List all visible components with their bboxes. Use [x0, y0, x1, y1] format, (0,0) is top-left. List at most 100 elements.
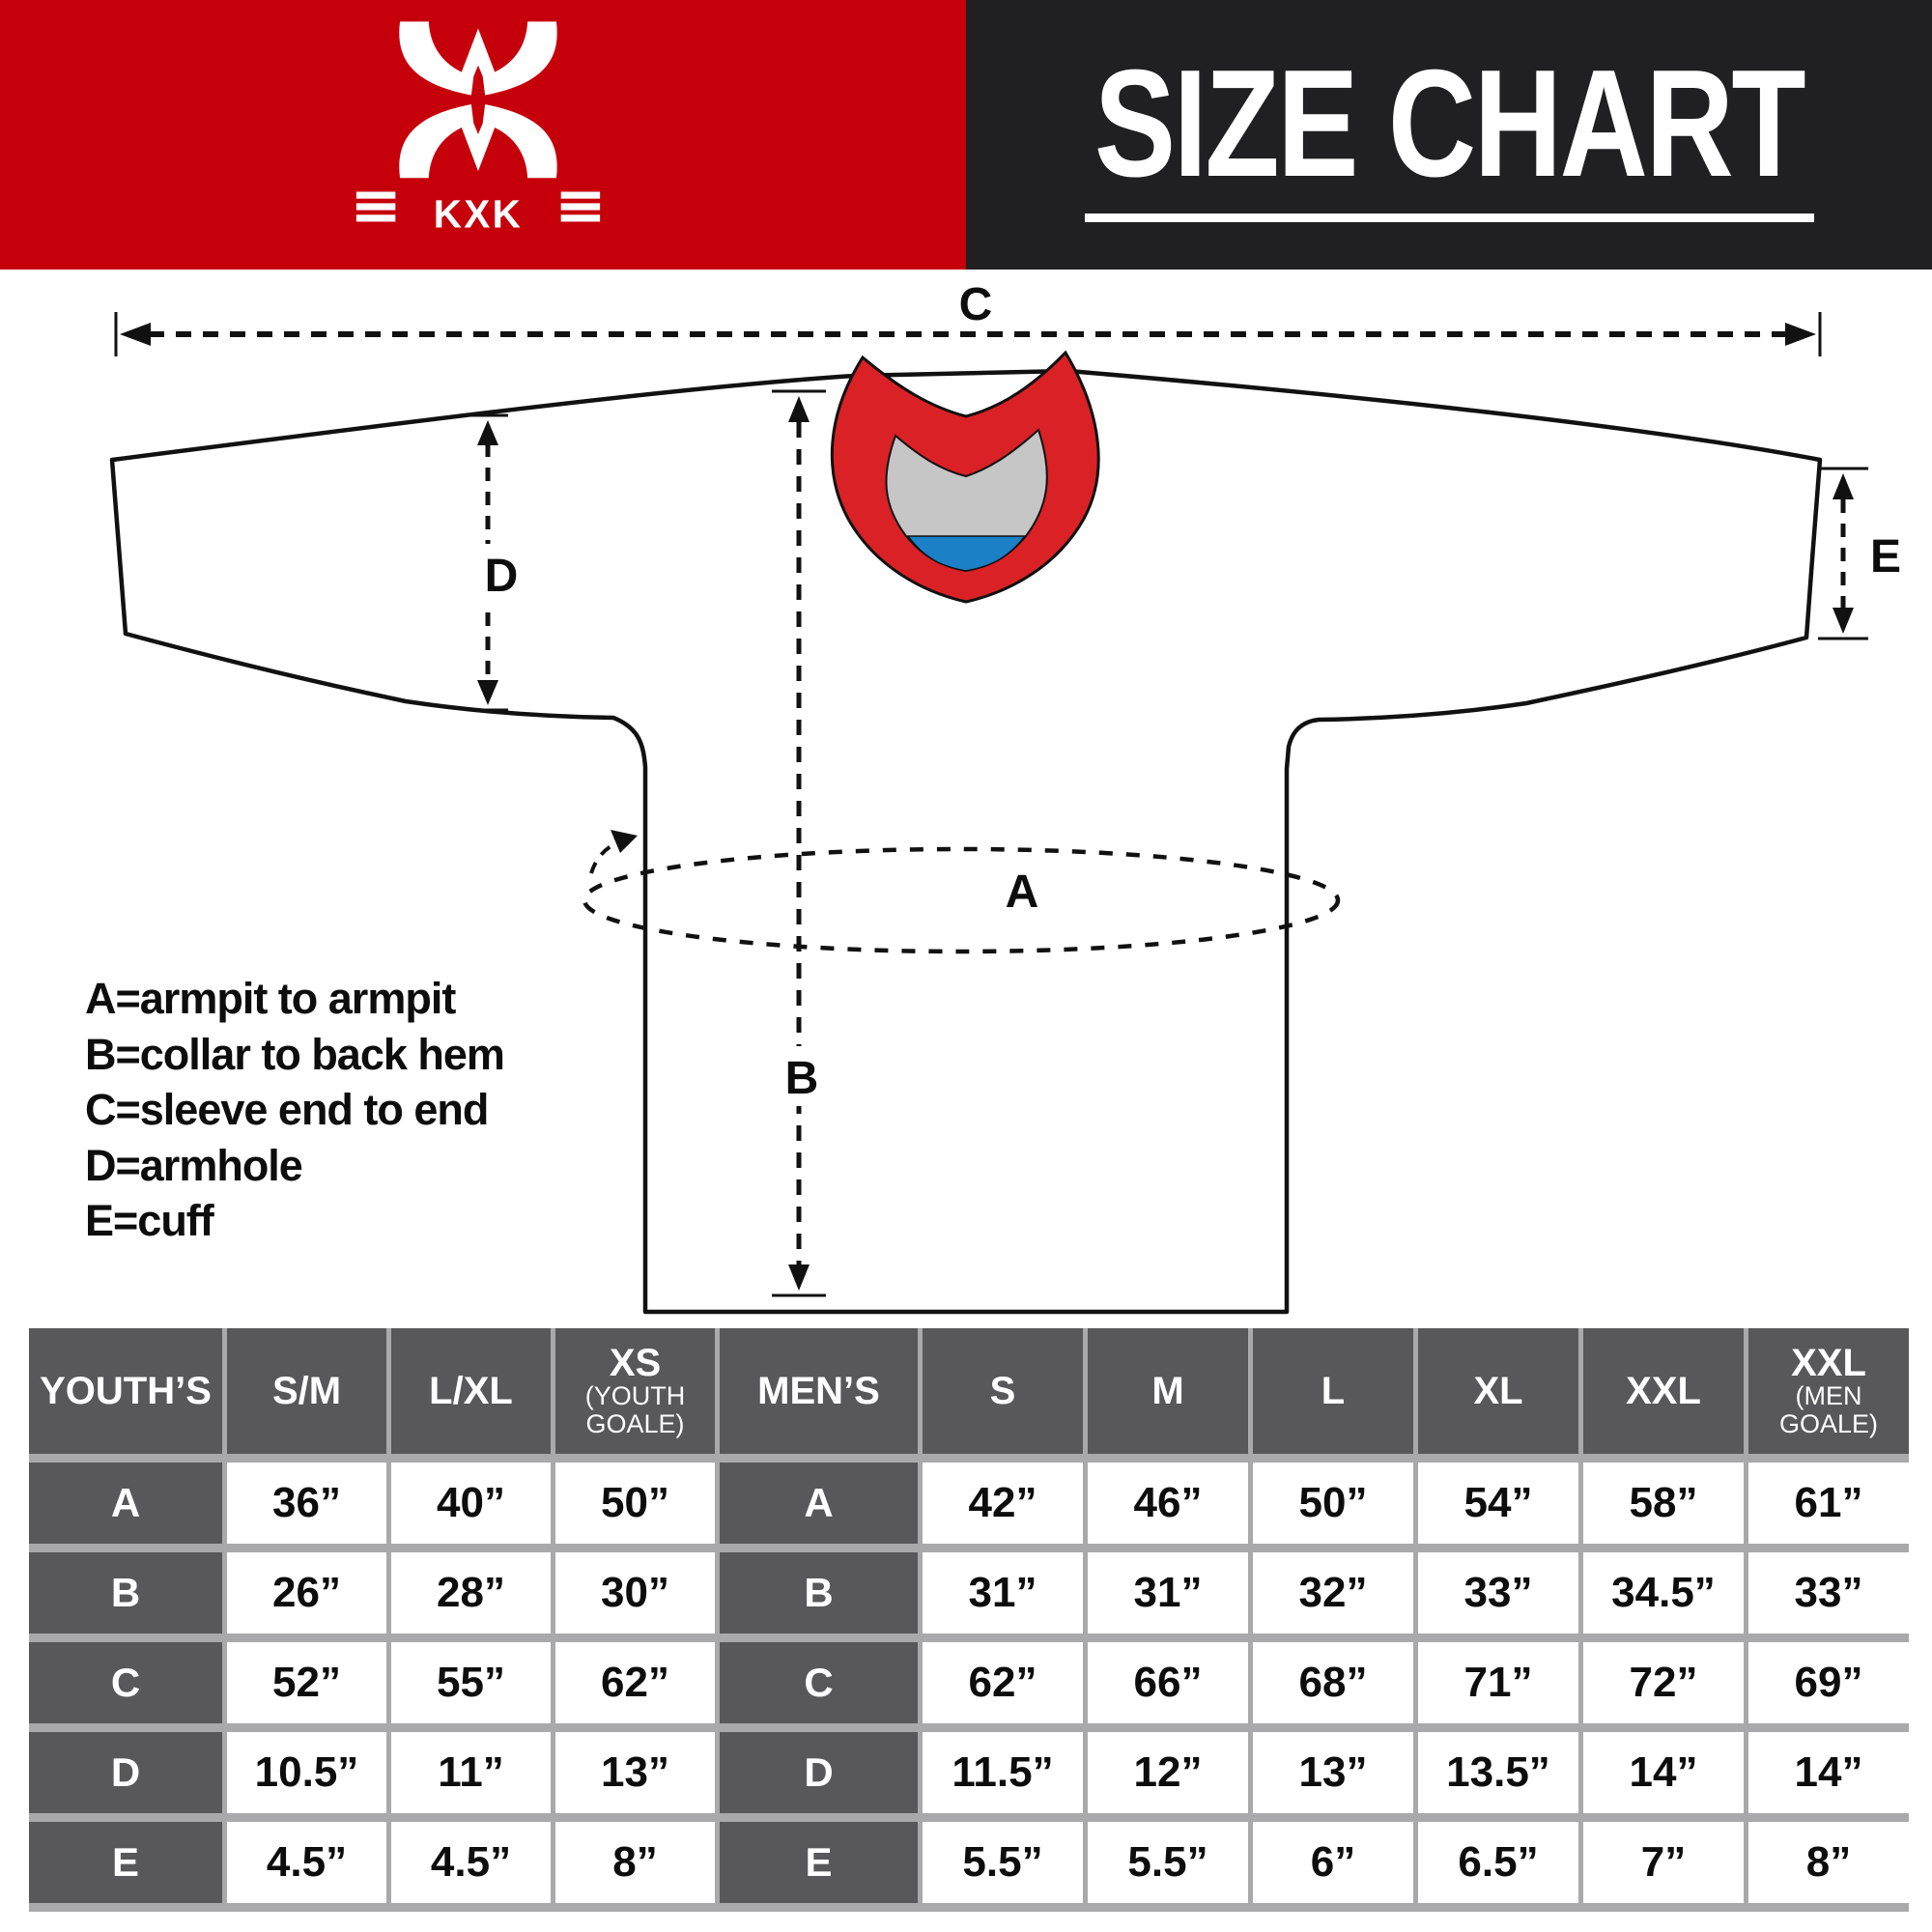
- arrow-E: [1818, 467, 1868, 640]
- size-cell: 52”: [227, 1642, 386, 1723]
- size-cell: 11”: [391, 1732, 551, 1813]
- size-cell: 62”: [923, 1642, 1083, 1723]
- title-underline: [1084, 213, 1814, 222]
- col-header-main: XXL: [1791, 1341, 1866, 1384]
- brand-name: KXK: [434, 191, 524, 236]
- row-label: C: [720, 1642, 918, 1723]
- row-label: B: [720, 1552, 918, 1634]
- col-header: S: [923, 1328, 1083, 1454]
- size-cell: 8”: [1748, 1822, 1909, 1903]
- col-header-sub: (YOUTH GOALE): [584, 1380, 686, 1438]
- size-cell: 4.5”: [227, 1822, 386, 1903]
- col-header: XL: [1418, 1328, 1578, 1454]
- jersey-measurement-diagram: C D B: [0, 270, 1932, 1328]
- size-cell: 36”: [227, 1463, 386, 1544]
- legend-line-e: E=cuff: [85, 1196, 215, 1245]
- label-A-backdrop: [997, 863, 1047, 917]
- label-A: A: [1006, 867, 1039, 918]
- header: KXK SIZE CHART: [0, 0, 1932, 270]
- size-cell: 7”: [1583, 1822, 1744, 1903]
- size-cell: 14”: [1583, 1732, 1744, 1813]
- size-cell: 33”: [1748, 1552, 1909, 1634]
- size-cell: 12”: [1088, 1732, 1248, 1813]
- col-header: M: [1088, 1328, 1248, 1454]
- size-cell: 68”: [1253, 1642, 1413, 1723]
- legend-line-c: C=sleeve end to end: [85, 1085, 488, 1134]
- size-cell: 72”: [1583, 1642, 1744, 1723]
- label-D: D: [485, 551, 519, 602]
- col-header-youth: YOUTH’S: [29, 1328, 222, 1454]
- size-cell: 28”: [391, 1552, 551, 1634]
- label-B-backdrop: [776, 1046, 826, 1106]
- label-C: C: [959, 279, 993, 330]
- label-E: E: [1870, 531, 1901, 582]
- size-cell: 42”: [923, 1463, 1083, 1544]
- row-label: E: [720, 1822, 918, 1903]
- size-cell: 46”: [1088, 1463, 1248, 1544]
- brand-panel: KXK: [0, 0, 966, 270]
- size-cell: 66”: [1088, 1642, 1248, 1723]
- legend-line-b: B=collar to back hem: [85, 1030, 504, 1079]
- col-header: XXL: [1583, 1328, 1744, 1454]
- col-header: XXL (MEN GOALE): [1748, 1328, 1909, 1454]
- size-cell: 33”: [1418, 1552, 1578, 1634]
- size-cell: 50”: [555, 1463, 715, 1544]
- measurement-legend: A=armpit to armpit B=collar to back hem …: [85, 974, 505, 1245]
- size-cell: 13”: [555, 1732, 715, 1813]
- size-cell: 62”: [555, 1642, 715, 1723]
- size-cell: 8”: [555, 1822, 715, 1903]
- row-label: D: [720, 1732, 918, 1813]
- size-cell: 31”: [1088, 1552, 1248, 1634]
- row-label: C: [29, 1642, 222, 1723]
- row-label: B: [29, 1552, 222, 1634]
- size-table: YOUTH’S S/M L/XL XS (YOUTH GOALE) MEN’S …: [29, 1328, 1909, 1912]
- size-cell: 10.5”: [227, 1732, 386, 1813]
- size-cell: 55”: [391, 1642, 551, 1723]
- row-label: E: [29, 1822, 222, 1903]
- kxk-logo-icon: KXK: [355, 21, 601, 236]
- size-cell: 71”: [1418, 1642, 1578, 1723]
- size-cell: 61”: [1748, 1463, 1909, 1544]
- title-panel: SIZE CHART: [966, 0, 1932, 270]
- size-cell: 40”: [391, 1463, 551, 1544]
- arrow-C: [114, 312, 1822, 356]
- size-cell: 13”: [1253, 1732, 1413, 1813]
- row-label: A: [29, 1463, 222, 1544]
- collar-blue-insert: [906, 535, 1027, 572]
- size-cell: 11.5”: [923, 1732, 1083, 1813]
- size-cell: 6”: [1253, 1822, 1413, 1903]
- legend-line-a: A=armpit to armpit: [85, 974, 456, 1023]
- size-cell: 5.5”: [923, 1822, 1083, 1903]
- jersey-diagram-svg: C D B: [85, 279, 1901, 1315]
- size-cell: 32”: [1253, 1552, 1413, 1634]
- size-cell: 26”: [227, 1552, 386, 1634]
- size-cell: 13.5”: [1418, 1732, 1578, 1813]
- size-cell: 69”: [1748, 1642, 1909, 1723]
- size-cell: 34.5”: [1583, 1552, 1744, 1634]
- col-header-sub: (MEN GOALE): [1778, 1380, 1879, 1438]
- legend-line-d: D=armhole: [85, 1141, 302, 1190]
- arrow-A: [582, 830, 1341, 954]
- arrow-B: [772, 389, 826, 1297]
- col-header: XS (YOUTH GOALE): [555, 1328, 715, 1454]
- col-header-main: XS: [609, 1341, 662, 1384]
- size-cell: 6.5”: [1418, 1822, 1578, 1903]
- size-cell: 58”: [1583, 1463, 1744, 1544]
- size-cell: 30”: [555, 1552, 715, 1634]
- row-label: A: [720, 1463, 918, 1544]
- row-label: D: [29, 1732, 222, 1813]
- size-cell: 14”: [1748, 1732, 1909, 1813]
- size-cell: 4.5”: [391, 1822, 551, 1903]
- col-header: S/M: [227, 1328, 386, 1454]
- col-header: L/XL: [391, 1328, 551, 1454]
- size-cell: 31”: [923, 1552, 1083, 1634]
- size-cell: 54”: [1418, 1463, 1578, 1544]
- col-header: L: [1253, 1328, 1413, 1454]
- col-header-men: MEN’S: [720, 1328, 918, 1454]
- label-B: B: [785, 1053, 819, 1104]
- label-D-backdrop: [473, 544, 529, 604]
- size-cell: 5.5”: [1088, 1822, 1248, 1903]
- page-title: SIZE CHART: [1094, 39, 1806, 209]
- size-cell: 50”: [1253, 1463, 1413, 1544]
